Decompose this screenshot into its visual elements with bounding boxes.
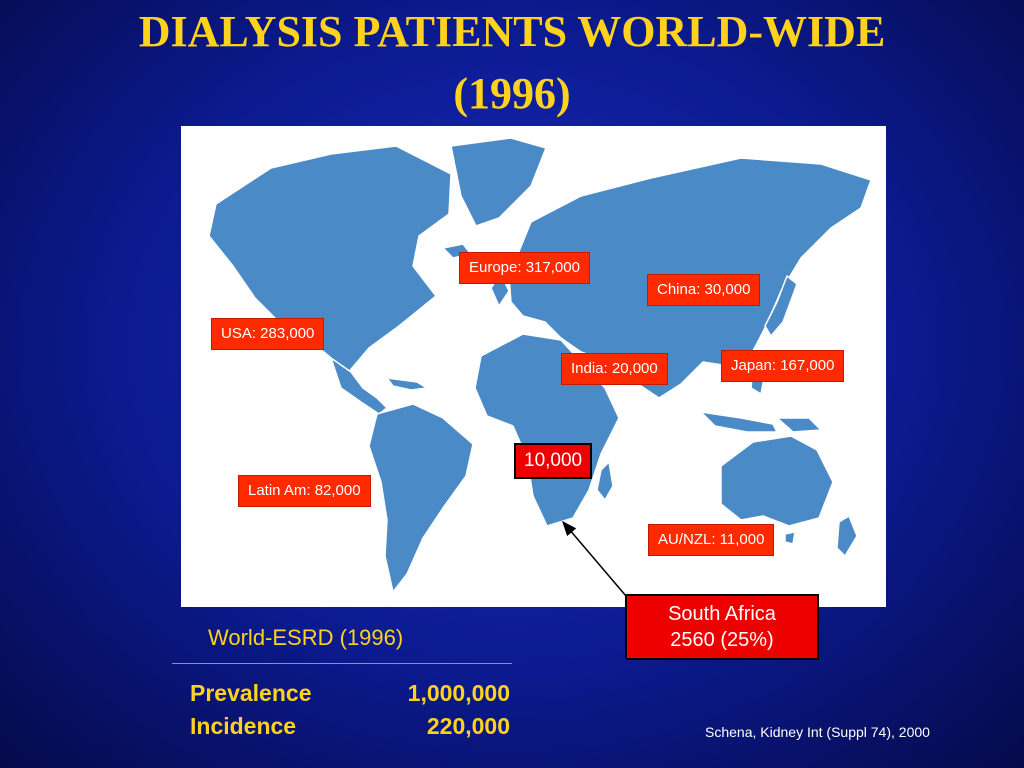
- caribbean-shape: [386, 377, 428, 391]
- au-nzl-label: AU/NZL: 11,000: [648, 524, 775, 556]
- south-africa-callout-title: South Africa: [668, 603, 776, 625]
- stat-label: Incidence: [190, 713, 297, 739]
- latin-america-label: Latin Am: 82,000: [238, 475, 371, 507]
- india-label: India: 20,000: [561, 353, 668, 385]
- madagascar-shape: [596, 461, 614, 501]
- greenland-shape: [450, 137, 547, 227]
- central-america-shape: [330, 357, 388, 415]
- south-africa-callout: South Africa 2560 (25%): [625, 594, 819, 660]
- citation: Schena, Kidney Int (Suppl 74), 2000: [705, 724, 930, 740]
- stat-value: 1,000,000: [407, 680, 510, 706]
- africa-label: 10,000: [514, 443, 593, 479]
- china-label: China: 30,000: [647, 274, 761, 306]
- stats-divider: [172, 663, 512, 664]
- south-africa-callout-value: 2560 (25%): [670, 629, 774, 651]
- slide-title-line-1: DIALYSIS PATIENTS WORLD-WIDE: [138, 7, 886, 56]
- australia-shape: [720, 435, 834, 527]
- japan-label: Japan: 167,000: [721, 350, 845, 382]
- japan-shape: [764, 275, 798, 337]
- slide-title-line-2: (1996): [453, 69, 571, 118]
- tasmania-shape: [784, 531, 796, 545]
- usa-label: USA: 283,000: [211, 318, 325, 350]
- stat-value: 220,000: [426, 713, 510, 739]
- indonesia-shape: [700, 411, 778, 433]
- new-guinea-shape: [776, 417, 822, 433]
- north-america-shape: [208, 145, 452, 375]
- stat-label: Prevalence: [190, 680, 312, 706]
- south-america-shape: [368, 403, 474, 593]
- stats-heading: World-ESRD (1996): [208, 625, 404, 650]
- europe-label: Europe: 317,000: [459, 252, 590, 284]
- new-zealand-shape: [836, 515, 858, 557]
